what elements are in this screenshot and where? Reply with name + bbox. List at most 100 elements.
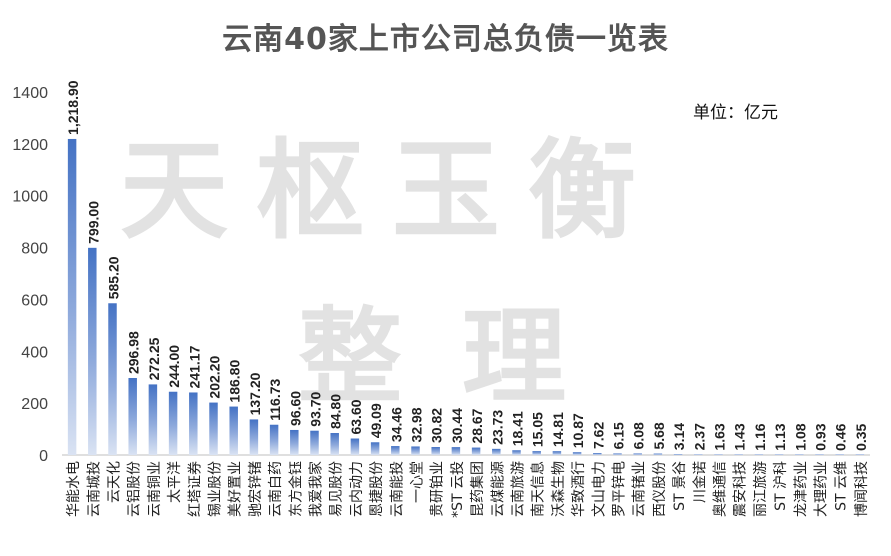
bar <box>451 447 461 455</box>
category-label: 罗平锌电 <box>612 461 628 517</box>
bar <box>633 453 642 455</box>
bar <box>653 453 663 455</box>
y-tick-label: 800 <box>21 241 48 258</box>
category-label: 沃森生物 <box>551 461 567 517</box>
bar <box>128 377 137 455</box>
bar <box>552 451 562 455</box>
category-label: 驰宏锌锗 <box>248 461 264 517</box>
category-label: 云铝股份 <box>127 461 143 517</box>
category-label: *ST 云投 <box>450 461 466 518</box>
y-tick-label: 600 <box>21 292 48 309</box>
category-label: 昆药集团 <box>469 461 486 517</box>
value-label: 93.70 <box>308 391 324 426</box>
value-label: 14.81 <box>550 412 566 447</box>
value-label: 6.08 <box>631 422 647 449</box>
category-label: 震安科技 <box>733 461 749 517</box>
y-tick-label: 200 <box>21 396 48 413</box>
bar <box>168 391 178 455</box>
bar <box>88 247 97 455</box>
category-label: 西仪股份 <box>652 461 668 517</box>
category-label: 博闻科技 <box>853 461 870 517</box>
bar <box>209 402 218 455</box>
value-label: 15.05 <box>530 412 546 447</box>
bar <box>350 438 360 455</box>
y-tick-label: 1000 <box>12 189 48 206</box>
bar <box>613 453 622 455</box>
category-label: 云南白药 <box>268 461 284 517</box>
category-label: 锡业股份 <box>208 461 224 517</box>
category-label: 美好置业 <box>228 461 244 517</box>
value-label: 30.44 <box>449 408 465 443</box>
value-label: 244.00 <box>166 345 182 388</box>
bar <box>774 454 784 455</box>
category-label: ST 云维 <box>834 461 850 511</box>
bar <box>67 138 77 455</box>
value-label: 1.63 <box>712 423 728 450</box>
value-label: 10.87 <box>570 413 586 448</box>
value-label: 0.35 <box>853 423 869 450</box>
bar <box>431 447 440 455</box>
category-label: 川金诺 <box>692 461 708 503</box>
bar <box>835 454 844 455</box>
category-label: 红塔证券 <box>187 461 203 517</box>
chart-title: 云南40家上市公司总负债一览表 <box>222 22 669 57</box>
bar <box>108 303 117 455</box>
value-label: 63.60 <box>348 399 364 434</box>
value-label: 272.25 <box>146 337 162 380</box>
category-label: 云南能投 <box>389 461 405 517</box>
category-label: 恩捷股份 <box>369 461 385 517</box>
bar <box>815 454 824 455</box>
value-label: 84.80 <box>328 394 344 429</box>
category-label: 云南城投 <box>86 461 102 517</box>
bar <box>855 454 865 455</box>
category-label: 云煤能源 <box>490 461 506 517</box>
category-label: 丽江旅游 <box>753 461 769 517</box>
bar <box>754 454 764 455</box>
category-label: 大理药业 <box>814 461 830 517</box>
bar <box>290 429 299 455</box>
bar <box>532 451 541 455</box>
bar <box>471 447 481 455</box>
value-label: 0.93 <box>813 423 829 450</box>
value-label: 116.73 <box>267 378 283 420</box>
y-tick-label: 1200 <box>12 137 48 154</box>
bar <box>249 419 259 455</box>
value-label: 2.37 <box>691 423 707 450</box>
category-label: 华致酒行 <box>571 461 587 517</box>
value-label: 0.46 <box>833 423 849 450</box>
value-label: 5.68 <box>651 422 667 449</box>
unit-label: 单位：亿元 <box>693 103 778 123</box>
bar <box>795 454 804 455</box>
category-label: 云南锗业 <box>632 461 648 517</box>
category-label: 太平洋 <box>167 461 183 503</box>
bar <box>492 448 501 455</box>
category-label: 华能水电 <box>66 461 82 517</box>
value-label: 799.00 <box>85 201 101 244</box>
category-label: 易见股份 <box>329 461 345 517</box>
bar <box>673 454 683 455</box>
category-label: 贵研铂业 <box>430 461 446 517</box>
y-tick-label: 400 <box>21 344 48 361</box>
bar <box>189 392 198 455</box>
value-label: 96.60 <box>287 391 303 426</box>
value-label: 30.82 <box>429 408 445 443</box>
value-label: 241.17 <box>186 345 202 388</box>
value-label: 23.73 <box>489 410 505 445</box>
value-label: 6.15 <box>611 422 627 449</box>
value-label: 34.46 <box>388 407 404 442</box>
category-label: 云内动力 <box>349 461 365 517</box>
category-label: 奥维通信 <box>712 461 729 517</box>
bar <box>310 430 319 455</box>
category-label: ST 沪科 <box>773 461 789 511</box>
bar <box>714 454 723 455</box>
category-label: 南天信息 <box>530 461 547 517</box>
category-label: 云南旅游 <box>511 461 527 517</box>
bar <box>148 384 158 455</box>
category-label: 我爱我家 <box>308 461 325 517</box>
bar <box>269 424 279 455</box>
value-label: 1.43 <box>732 423 748 450</box>
category-label: 云南铜业 <box>147 461 163 517</box>
y-tick-label: 1400 <box>12 85 48 102</box>
